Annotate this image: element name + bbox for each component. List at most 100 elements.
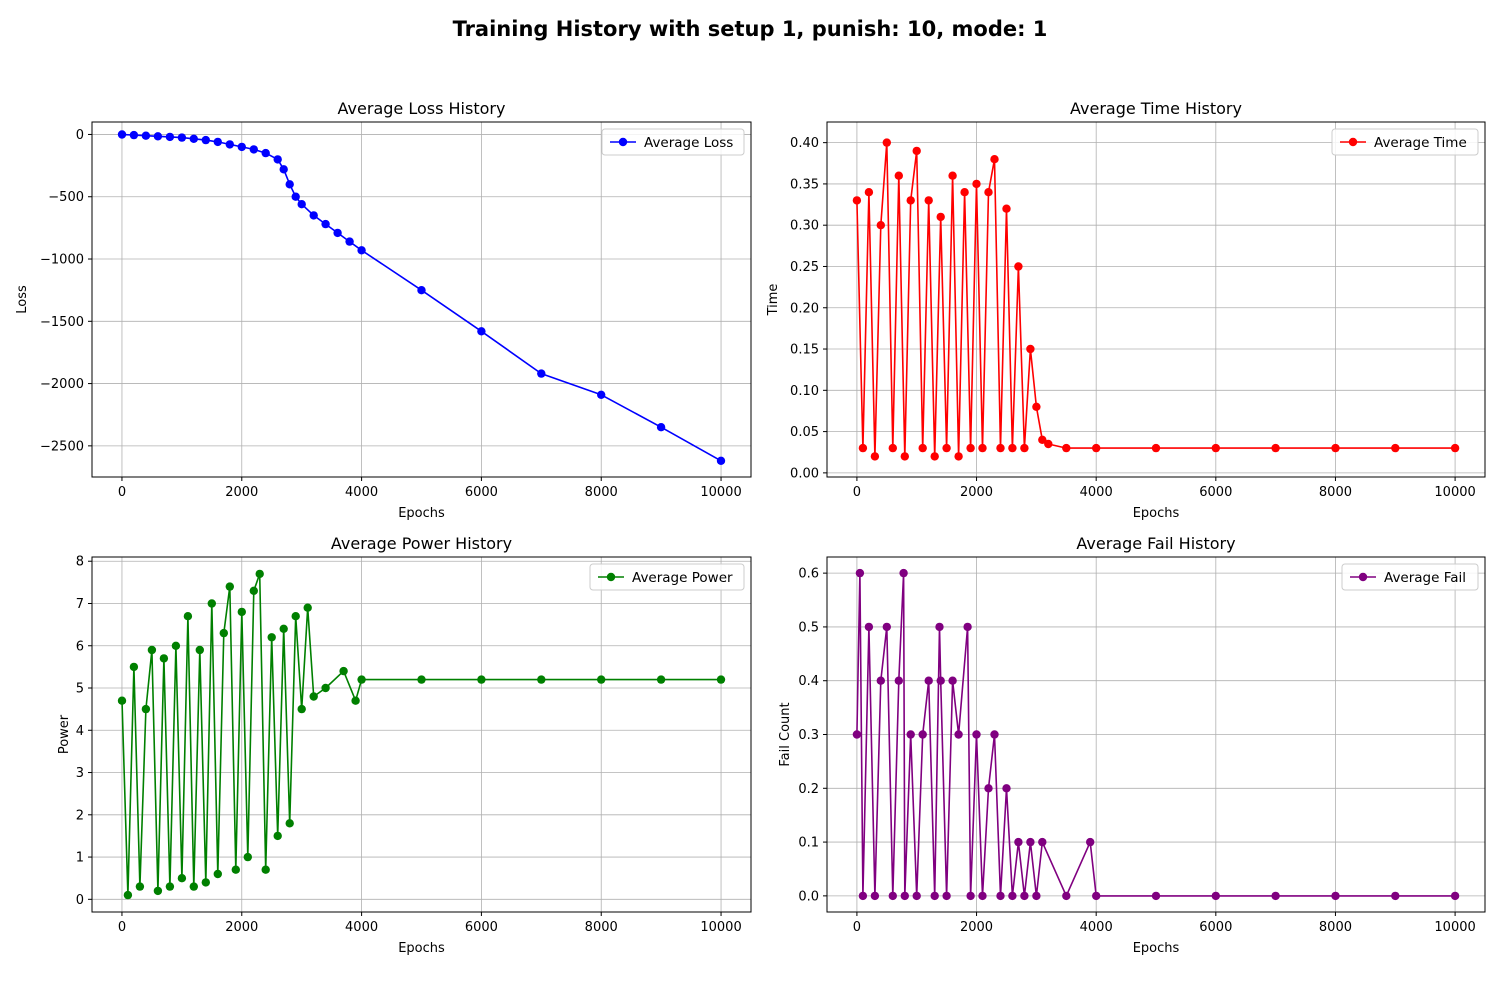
legend-loss: Average Loss: [601, 128, 745, 156]
data-point-time: [966, 443, 975, 453]
data-point-power: [656, 675, 666, 684]
data-point-fail: [906, 730, 915, 739]
x-axis-label-loss: Epochs: [398, 506, 445, 521]
y-tick-label: 0.1: [798, 836, 819, 851]
data-point-loss: [201, 135, 210, 145]
axes-frame-power: [91, 556, 752, 913]
data-point-loss: [279, 165, 288, 174]
data-point-time: [1062, 443, 1071, 453]
legend-label: Average Fail: [1384, 570, 1466, 586]
data-point-time: [1450, 443, 1460, 453]
data-point-time: [1026, 344, 1035, 354]
data-point-time: [960, 188, 969, 197]
y-tick-label: 0: [76, 893, 84, 908]
axes-frame-time: [826, 121, 1486, 478]
data-point-time: [1002, 204, 1011, 213]
legend-box: [589, 563, 745, 591]
data-point-fail: [852, 730, 862, 739]
data-point-fail: [888, 891, 897, 901]
y-tick-label: 0.4: [798, 674, 819, 689]
y-tick-label: 0.40: [790, 136, 819, 151]
data-point-power: [477, 675, 486, 684]
data-point-time: [936, 212, 945, 222]
subplot-title-fail: Average Fail History: [1076, 534, 1235, 553]
subplot-fail: Average Fail History 0 2000 4000 6000 8000 100…: [778, 534, 1486, 956]
data-point-fail: [1026, 837, 1035, 847]
y-tick-label: 0.6: [798, 567, 819, 582]
data-point-power: [273, 831, 282, 841]
data-point-power: [291, 612, 300, 621]
axes-frame-loss: [91, 121, 752, 478]
y-tick-label: −1500: [40, 315, 84, 330]
subplot-loss: Average Loss History 0 2000 4000 6000 8000 100…: [15, 99, 752, 521]
legend-fail: Average Fail: [1341, 563, 1479, 591]
data-point-fail: [1391, 891, 1400, 901]
x-tick-label: 6000: [465, 485, 498, 500]
data-point-power: [213, 869, 222, 879]
data-point-power: [135, 882, 145, 891]
data-point-loss: [117, 130, 127, 139]
data-point-power: [201, 878, 210, 887]
y-tick-label: −1000: [40, 253, 84, 268]
data-point-fail: [858, 891, 868, 901]
data-point-power: [261, 865, 270, 874]
data-point-power: [321, 683, 330, 693]
y-axis-label-time: Time: [766, 284, 781, 317]
subplot-title-loss: Average Loss History: [338, 99, 506, 118]
data-point-fail: [899, 568, 908, 578]
data-point-fail: [935, 622, 944, 632]
data-point-loss: [153, 132, 163, 141]
data-point-power: [537, 675, 546, 684]
y-tick-label: 0.00: [790, 466, 819, 481]
data-point-power: [303, 603, 312, 612]
legend-marker-swatch: [1358, 572, 1368, 582]
y-tick-label: 7: [76, 597, 84, 612]
x-tick-label: 4000: [1080, 485, 1113, 500]
data-point-loss: [261, 148, 270, 158]
data-point-fail: [894, 676, 903, 685]
y-tick-label: 0.10: [790, 384, 819, 399]
data-point-power: [141, 704, 151, 714]
y-tick-label: 4: [76, 724, 84, 739]
y-tick-label: 3: [76, 766, 84, 781]
subplot-time: Average Time History 0 2000 4000 6000 8000 100…: [766, 99, 1486, 521]
data-point-loss: [716, 456, 726, 465]
data-point-time: [852, 196, 862, 205]
data-point-loss: [309, 211, 318, 220]
data-point-fail: [1450, 891, 1460, 901]
data-point-loss: [357, 246, 366, 255]
data-point-time: [948, 171, 957, 180]
data-point-power: [219, 628, 228, 638]
legend-marker-swatch: [1348, 137, 1358, 147]
x-tick-label: 2000: [960, 920, 993, 935]
data-point-loss: [297, 200, 306, 209]
y-tick-label: 0.0: [798, 889, 819, 904]
data-point-fail: [990, 730, 999, 739]
y-tick-label: −500: [48, 190, 84, 205]
data-point-loss: [291, 192, 300, 201]
x-tick-label: 0: [118, 485, 126, 500]
data-point-fail: [1020, 891, 1029, 901]
data-point-loss: [237, 142, 246, 152]
data-point-loss: [321, 219, 330, 229]
y-tick-label: 0.2: [798, 782, 819, 797]
data-point-power: [225, 582, 234, 591]
y-tick-label: 8: [76, 555, 84, 570]
legend-label: Average Time: [1374, 135, 1467, 151]
x-tick-label: 6000: [465, 920, 498, 935]
y-tick-label: 0.35: [790, 177, 819, 192]
data-point-fail: [1062, 891, 1071, 901]
data-point-loss: [333, 228, 342, 238]
data-point-power: [129, 662, 139, 672]
data-point-fail: [1151, 891, 1161, 901]
data-point-power: [417, 675, 426, 684]
figure-suptitle: Training History with setup 1, punish: 1…: [453, 17, 1048, 41]
data-point-loss: [129, 130, 139, 140]
data-point-fail: [954, 730, 963, 739]
y-tick-label: 0.5: [798, 620, 819, 635]
data-point-time: [978, 443, 987, 453]
data-point-fail: [924, 676, 933, 685]
data-point-loss: [597, 390, 606, 399]
y-tick-label: 0.30: [790, 219, 819, 234]
